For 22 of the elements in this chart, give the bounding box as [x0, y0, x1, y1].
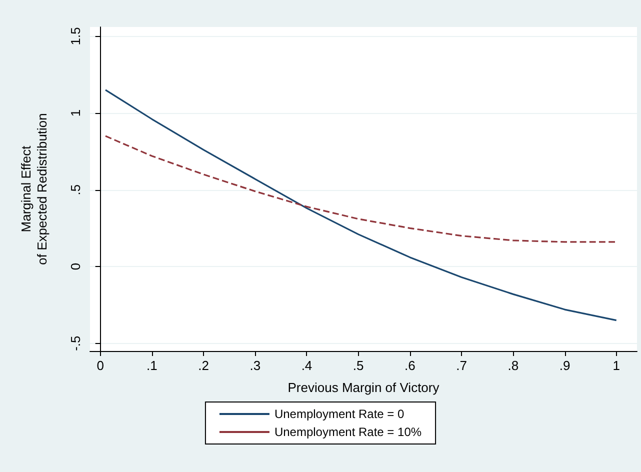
y-tick-label: 1 [68, 109, 83, 117]
x-tick-label: .4 [301, 358, 312, 373]
line-series [104, 135, 618, 243]
x-tick-label: .8 [508, 358, 519, 373]
x-tick-label: 0 [96, 358, 104, 373]
y-axis-title: Marginal Effect of Expected Redistribution [18, 113, 50, 265]
line-series [104, 89, 618, 322]
x-tick-label: .9 [559, 358, 570, 373]
legend-label: Unemployment Rate = 10% [274, 425, 422, 439]
x-tick-label: .1 [146, 358, 158, 373]
x-tick-label: .3 [250, 358, 261, 373]
y-tick-label: -.5 [68, 336, 83, 351]
y-tick-label: .5 [68, 184, 83, 196]
x-axis-title: Previous Margin of Victory [288, 380, 440, 395]
y-tick-label: 1.5 [68, 27, 83, 46]
x-tick-label: .7 [456, 358, 467, 373]
x-tick-label: .5 [352, 358, 364, 373]
x-tick-label: .6 [404, 358, 416, 373]
y-tick-label: 0 [68, 262, 83, 270]
x-tick-label: .2 [198, 358, 209, 373]
x-tick-label: 1 [612, 358, 620, 373]
legend-label: Unemployment Rate = 0 [274, 407, 405, 421]
